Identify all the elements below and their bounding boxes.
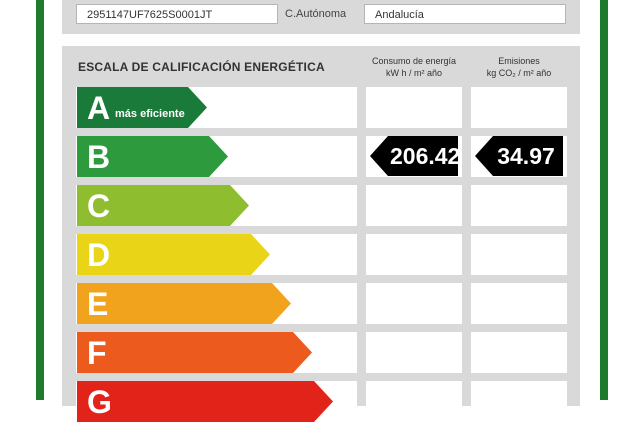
emissions-cell-c (471, 185, 567, 226)
energy-cell-d (366, 234, 462, 275)
most-efficient-note: más eficiente (115, 108, 185, 120)
emissions-header-line1: Emisiones (498, 56, 540, 66)
scale-title: ESCALA DE CALIFICACIÓN ENERGÉTICA (78, 60, 325, 74)
emissions-cell-f (471, 332, 567, 373)
class-letter-c: C (87, 188, 111, 224)
emissions-header-line2: kg CO₂ / m² año (486, 68, 552, 78)
energy-header-line1: Consumo de energía (371, 56, 457, 66)
region-label: C.Autónoma (285, 8, 347, 20)
class-letter-d: D (87, 237, 111, 273)
emissions-column-header: Emisiones kg CO₂ / m² año (471, 55, 567, 79)
frame-right-border (600, 0, 608, 400)
emissions-cell-a (471, 87, 567, 128)
emissions-cell-g (471, 381, 567, 422)
emissions-cell-e (471, 283, 567, 324)
energy-cell-a (366, 87, 462, 128)
class-letter-b: B (87, 139, 111, 175)
region-field: Andalucía (364, 4, 566, 24)
emissions-cell-d (471, 234, 567, 275)
emissions-rating-badge: 34.97 (475, 136, 563, 176)
frame-left-border (36, 0, 44, 400)
class-arrow-g: G (77, 381, 333, 422)
class-letter-e: E (87, 286, 109, 322)
energy-cell-c (366, 185, 462, 226)
class-arrow-e: E (77, 283, 291, 324)
class-arrow-d: D (77, 234, 270, 275)
energy-cell-f (366, 332, 462, 373)
class-arrow-c: C (77, 185, 249, 226)
class-arrow-b: B (77, 136, 228, 177)
energy-column-header: Consumo de energía kW h / m² año (366, 55, 462, 79)
class-letter-f: F (87, 335, 107, 371)
energy-header-line2: kW h / m² año (385, 68, 442, 78)
class-letter-g: G (87, 384, 112, 420)
energy-rating-badge: 206.42 (370, 136, 458, 176)
cadastral-reference-field: 2951147UF7625S0001JT (76, 4, 278, 24)
class-arrow-f: F (77, 332, 312, 373)
class-letter-a: A (87, 90, 111, 126)
emissions-rating-badge-value: 34.97 (497, 143, 555, 169)
energy-rating-badge-value: 206.42 (390, 143, 461, 169)
energy-cell-g (366, 381, 462, 422)
energy-cell-e (366, 283, 462, 324)
